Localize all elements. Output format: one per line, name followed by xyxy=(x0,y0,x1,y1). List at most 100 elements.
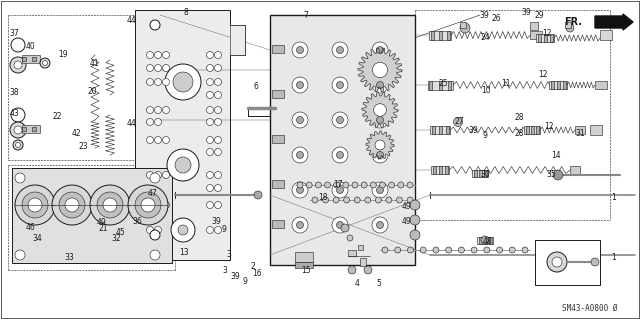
Circle shape xyxy=(471,247,477,253)
Circle shape xyxy=(150,173,160,183)
Circle shape xyxy=(332,147,348,163)
Circle shape xyxy=(147,172,154,179)
Bar xyxy=(557,81,559,89)
Circle shape xyxy=(364,266,372,274)
Text: 16: 16 xyxy=(252,269,262,278)
Circle shape xyxy=(497,247,502,253)
Bar xyxy=(22,127,26,131)
Bar xyxy=(472,169,488,176)
Circle shape xyxy=(154,118,161,125)
Circle shape xyxy=(332,77,348,93)
Text: 49: 49 xyxy=(401,217,412,226)
Circle shape xyxy=(154,64,161,71)
Circle shape xyxy=(154,202,161,209)
Circle shape xyxy=(292,182,308,198)
Circle shape xyxy=(347,235,353,241)
Bar xyxy=(483,236,486,243)
Text: 5: 5 xyxy=(376,279,381,288)
Text: 46: 46 xyxy=(26,223,36,232)
Bar xyxy=(530,22,538,30)
Circle shape xyxy=(420,247,426,253)
Circle shape xyxy=(52,185,92,225)
Text: 4: 4 xyxy=(355,279,360,288)
Bar xyxy=(360,258,366,266)
Circle shape xyxy=(522,247,528,253)
Circle shape xyxy=(147,64,154,71)
Circle shape xyxy=(458,247,465,253)
Bar xyxy=(22,55,40,63)
Bar xyxy=(429,80,432,90)
Circle shape xyxy=(372,112,388,128)
Circle shape xyxy=(296,81,303,88)
Circle shape xyxy=(410,200,420,210)
Bar xyxy=(479,236,481,243)
Circle shape xyxy=(552,257,562,267)
Text: 7: 7 xyxy=(303,11,308,20)
Circle shape xyxy=(207,51,214,58)
Text: 1: 1 xyxy=(611,253,616,262)
Bar xyxy=(438,80,442,90)
Text: 13: 13 xyxy=(179,248,189,256)
Bar xyxy=(358,245,363,250)
Text: 37: 37 xyxy=(9,29,19,38)
Text: 12: 12 xyxy=(538,70,547,79)
Circle shape xyxy=(333,197,339,203)
Text: 12: 12 xyxy=(545,122,554,130)
Text: 40: 40 xyxy=(26,42,36,51)
Circle shape xyxy=(207,137,214,144)
Circle shape xyxy=(154,51,161,58)
Circle shape xyxy=(337,47,344,54)
Bar xyxy=(575,126,585,134)
Circle shape xyxy=(454,117,463,127)
Circle shape xyxy=(59,192,85,218)
Bar xyxy=(538,34,541,42)
Circle shape xyxy=(408,247,413,253)
Text: 12: 12 xyxy=(543,29,552,38)
Circle shape xyxy=(396,197,403,203)
Text: 18: 18 xyxy=(319,193,328,202)
Bar xyxy=(595,81,607,89)
Bar xyxy=(590,125,602,135)
Circle shape xyxy=(165,64,201,100)
Circle shape xyxy=(214,172,221,179)
Circle shape xyxy=(445,247,452,253)
Bar xyxy=(531,126,534,134)
Bar xyxy=(550,81,554,89)
Bar xyxy=(32,57,36,61)
Bar xyxy=(448,80,451,90)
Bar xyxy=(433,166,435,174)
Circle shape xyxy=(365,197,371,203)
Circle shape xyxy=(323,197,328,203)
Circle shape xyxy=(13,140,23,150)
Circle shape xyxy=(214,107,221,114)
Bar xyxy=(479,169,481,176)
Circle shape xyxy=(395,247,401,253)
Circle shape xyxy=(398,182,404,188)
Text: 25: 25 xyxy=(438,79,448,88)
Circle shape xyxy=(374,104,387,116)
Bar xyxy=(445,166,447,174)
Circle shape xyxy=(297,182,303,188)
Circle shape xyxy=(147,51,154,58)
Text: 44: 44 xyxy=(126,119,136,128)
Circle shape xyxy=(40,58,50,68)
Circle shape xyxy=(382,247,388,253)
Circle shape xyxy=(207,78,214,85)
Bar xyxy=(483,169,486,176)
Circle shape xyxy=(154,78,161,85)
Circle shape xyxy=(14,61,22,69)
Circle shape xyxy=(332,182,348,198)
Bar xyxy=(272,180,284,188)
Bar xyxy=(536,34,554,42)
Circle shape xyxy=(207,92,214,99)
Circle shape xyxy=(344,197,349,203)
Bar xyxy=(570,166,580,174)
Text: 44: 44 xyxy=(126,16,136,25)
Circle shape xyxy=(154,172,161,179)
Circle shape xyxy=(207,149,214,155)
Circle shape xyxy=(337,116,344,123)
Bar xyxy=(22,125,40,133)
Text: 38: 38 xyxy=(9,88,19,97)
Bar xyxy=(348,250,356,256)
Circle shape xyxy=(292,112,308,128)
